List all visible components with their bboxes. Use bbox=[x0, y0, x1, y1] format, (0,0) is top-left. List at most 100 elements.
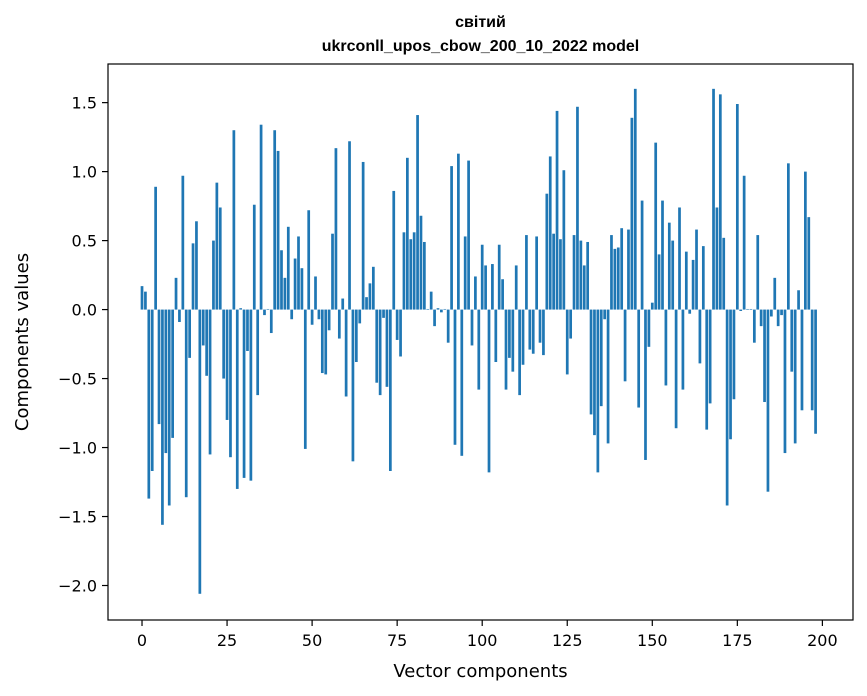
bar-component-21 bbox=[212, 240, 215, 310]
bar-component-55 bbox=[327, 309, 331, 331]
bar-component-20 bbox=[208, 309, 212, 455]
bar-component-198 bbox=[814, 309, 817, 434]
bar-component-91 bbox=[450, 166, 453, 310]
bar-component-177 bbox=[742, 175, 746, 310]
bar-component-164 bbox=[698, 309, 702, 364]
bar-component-41 bbox=[280, 250, 283, 310]
bar-component-44 bbox=[290, 309, 294, 320]
bar-component-15 bbox=[191, 243, 195, 310]
bar-component-9 bbox=[171, 309, 174, 438]
bar-component-106 bbox=[501, 279, 504, 310]
bar-component-50 bbox=[310, 309, 314, 325]
bar-component-158 bbox=[678, 207, 681, 310]
bar-component-163 bbox=[695, 229, 698, 310]
bar-component-34 bbox=[256, 309, 260, 396]
bar-component-181 bbox=[756, 235, 760, 310]
bar-component-144 bbox=[630, 117, 634, 310]
bar-component-51 bbox=[314, 276, 317, 310]
bar-component-87 bbox=[436, 308, 440, 310]
bar-component-162 bbox=[691, 259, 695, 310]
x-tick-label: 50 bbox=[302, 631, 322, 650]
bar-component-69 bbox=[375, 309, 379, 383]
y-tick-label: 1.5 bbox=[72, 94, 97, 113]
bar-component-118 bbox=[542, 309, 545, 356]
bar-component-27 bbox=[232, 130, 236, 310]
bar-component-173 bbox=[729, 309, 732, 440]
bar-component-80 bbox=[412, 232, 416, 310]
bar-component-102 bbox=[487, 309, 491, 473]
bar-component-85 bbox=[429, 291, 433, 310]
bar-component-186 bbox=[773, 277, 777, 310]
bar-component-12 bbox=[181, 175, 185, 310]
bar-component-73 bbox=[388, 309, 392, 471]
bar-component-166 bbox=[705, 309, 709, 430]
bar-component-14 bbox=[188, 309, 192, 358]
bar-component-109 bbox=[511, 309, 515, 372]
bar-component-105 bbox=[497, 244, 501, 310]
x-tick-label: 150 bbox=[637, 631, 668, 650]
bar-component-17 bbox=[198, 309, 202, 594]
bar-component-192 bbox=[793, 309, 797, 444]
bar-component-193 bbox=[797, 290, 800, 310]
bar-component-107 bbox=[504, 309, 508, 390]
bar-component-103 bbox=[491, 264, 494, 310]
bar-component-154 bbox=[664, 309, 668, 386]
bar-component-188 bbox=[780, 309, 783, 316]
bar-component-2 bbox=[147, 309, 151, 499]
bar-component-65 bbox=[361, 161, 365, 310]
bar-component-127 bbox=[572, 235, 576, 310]
bar-component-3 bbox=[150, 309, 154, 471]
chart-subtitle: ukrconll_upos_cbow_200_10_2022 model bbox=[322, 38, 639, 55]
bar-component-110 bbox=[514, 265, 518, 310]
bar-component-83 bbox=[423, 241, 426, 310]
bar-component-139 bbox=[613, 248, 617, 310]
bar-component-101 bbox=[484, 265, 487, 310]
bar-component-10 bbox=[174, 277, 178, 310]
bar-component-32 bbox=[249, 309, 253, 481]
bar-component-18 bbox=[201, 309, 205, 346]
bar-component-187 bbox=[776, 309, 780, 327]
bar-component-167 bbox=[708, 309, 712, 404]
bar-component-13 bbox=[184, 309, 188, 498]
bar-component-71 bbox=[382, 309, 385, 318]
y-tick-label: −1.0 bbox=[58, 439, 97, 458]
x-axis-label: Vector components bbox=[393, 661, 567, 682]
x-tick-label: 0 bbox=[137, 631, 147, 650]
x-tick-label: 75 bbox=[387, 631, 407, 650]
bar-component-53 bbox=[320, 309, 324, 374]
bar-component-67 bbox=[368, 283, 372, 310]
bar-component-121 bbox=[552, 233, 555, 310]
bar-component-172 bbox=[725, 309, 729, 506]
bar-component-72 bbox=[385, 309, 389, 387]
bar-component-16 bbox=[195, 221, 198, 310]
bar-component-149 bbox=[647, 309, 651, 347]
bar-component-6 bbox=[161, 309, 164, 525]
y-tick-label: −1.5 bbox=[58, 508, 97, 527]
x-tick-label: 125 bbox=[552, 631, 583, 650]
bar-component-147 bbox=[640, 200, 644, 310]
bar-component-28 bbox=[235, 309, 239, 489]
bar-component-96 bbox=[467, 160, 470, 310]
bar-component-111 bbox=[518, 309, 521, 396]
bar-component-189 bbox=[783, 309, 787, 454]
bar-component-113 bbox=[525, 235, 528, 310]
bar-component-33 bbox=[252, 204, 256, 310]
bar-component-114 bbox=[528, 309, 532, 350]
bar-component-11 bbox=[178, 309, 181, 322]
bar-component-58 bbox=[337, 309, 341, 339]
chart-title: світий bbox=[455, 14, 506, 31]
bar-component-1 bbox=[144, 291, 147, 310]
bars-layer bbox=[140, 88, 817, 594]
bar-component-38 bbox=[269, 309, 273, 334]
bar-component-150 bbox=[650, 302, 654, 310]
y-tick-label: −2.0 bbox=[58, 577, 97, 596]
bar-component-165 bbox=[701, 246, 705, 310]
bar-component-49 bbox=[307, 210, 311, 310]
bar-component-124 bbox=[562, 170, 566, 310]
bar-component-175 bbox=[735, 104, 739, 310]
bar-component-98 bbox=[474, 276, 477, 310]
bar-component-155 bbox=[667, 222, 671, 310]
bar-component-0 bbox=[140, 286, 144, 310]
bar-component-45 bbox=[293, 258, 297, 310]
